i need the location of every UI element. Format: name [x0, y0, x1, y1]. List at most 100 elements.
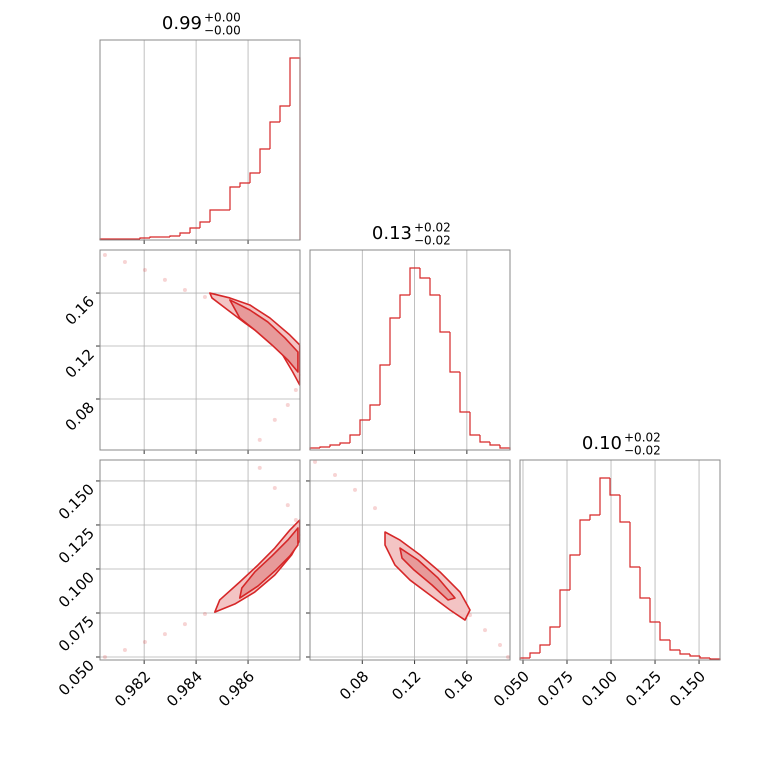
histogram-step — [639, 567, 650, 599]
panel-frame — [519, 459, 721, 661]
histogram-step — [329, 444, 340, 447]
x-tick-label: 0.150 — [666, 667, 709, 710]
histogram-step — [269, 121, 280, 149]
title-lower-error: −0.02 — [624, 444, 661, 458]
histogram-step — [539, 644, 550, 653]
histogram-step — [259, 148, 270, 173]
x-tick-label: 0.125 — [622, 667, 665, 710]
histogram-step — [379, 364, 390, 405]
histogram-step — [469, 412, 480, 436]
histogram-step — [169, 235, 180, 237]
title-upper-error: +0.02 — [414, 221, 451, 235]
histogram-step — [189, 227, 200, 233]
y-tick-label: 0.050 — [55, 656, 98, 699]
x-tick-label: 0.075 — [534, 667, 577, 710]
title-lower-error: −0.02 — [414, 234, 451, 248]
histogram-step — [649, 598, 660, 623]
x-tick-label: 0.050 — [490, 667, 533, 710]
panel-title: 0.13 — [372, 223, 412, 244]
histogram-step — [459, 372, 470, 413]
histogram-step — [499, 445, 511, 450]
sample-point — [272, 485, 277, 490]
sample-point — [257, 437, 262, 442]
x-tick-label: 0.08 — [336, 667, 372, 703]
x-tick-label: 0.16 — [441, 667, 477, 703]
sample-point — [483, 628, 488, 633]
y-tick-label: 0.08 — [62, 398, 98, 434]
contour — [399, 547, 456, 601]
sample-point — [122, 647, 127, 652]
y-tick-label: 0.125 — [55, 524, 98, 567]
histogram-step — [289, 57, 301, 240]
sample-point — [102, 655, 107, 660]
sample-point — [162, 277, 167, 282]
panel-frame — [99, 249, 301, 451]
sample-point — [272, 417, 277, 422]
histogram-step — [589, 514, 600, 520]
histogram-step — [389, 317, 400, 365]
histogram-step — [559, 589, 570, 627]
sample-point — [313, 459, 318, 464]
sample-point — [293, 388, 298, 392]
panel-frame — [309, 459, 511, 661]
x-tick-label: 0.12 — [388, 667, 424, 703]
sample-point — [333, 472, 338, 477]
histogram-step — [149, 236, 160, 238]
title-lower-error: −0.00 — [204, 24, 241, 38]
y-tick-label: 0.16 — [62, 292, 98, 328]
y-tick-label: 0.150 — [55, 480, 98, 523]
x-tick-label: 0.984 — [163, 667, 206, 710]
histogram-step — [279, 105, 290, 122]
histogram-step — [429, 278, 440, 296]
histogram-step — [369, 404, 380, 420]
histogram-step — [179, 232, 190, 236]
histogram-step — [359, 419, 370, 435]
sample-point — [506, 655, 511, 660]
sample-point — [102, 253, 107, 258]
sample-point — [468, 613, 472, 618]
panel-frame — [99, 459, 301, 661]
sample-point — [122, 260, 127, 265]
histogram-step — [319, 446, 330, 448]
histogram-step — [349, 434, 360, 443]
histogram-step — [569, 554, 580, 590]
sample-point — [498, 643, 502, 648]
sample-point — [202, 295, 207, 300]
x-tick-label: 0.982 — [111, 667, 154, 710]
sample-point — [285, 402, 290, 407]
histogram-step — [669, 640, 680, 651]
sample-point — [182, 288, 187, 292]
histogram-step — [239, 182, 250, 187]
x-tick-label: 0.986 — [215, 667, 258, 710]
contour — [238, 527, 299, 599]
contour — [229, 299, 299, 373]
histogram-step — [609, 478, 620, 496]
sample-point — [285, 503, 290, 508]
histogram-step — [579, 519, 590, 555]
histogram-step — [229, 186, 240, 210]
sample-point — [182, 622, 187, 627]
histogram-step — [399, 294, 410, 318]
histogram-step — [409, 267, 420, 295]
sample-point — [202, 612, 207, 617]
sample-point — [257, 465, 262, 470]
y-tick-label: 0.12 — [62, 345, 98, 381]
histogram-step — [529, 652, 540, 658]
histogram-step — [489, 442, 500, 446]
sample-point — [353, 487, 358, 492]
contour — [214, 519, 301, 613]
y-tick-label: 0.075 — [55, 612, 98, 655]
histogram-step — [199, 221, 210, 228]
histogram-step — [679, 650, 690, 655]
sample-point — [293, 518, 298, 523]
panel-title: 0.10 — [582, 433, 622, 454]
sample-point — [142, 640, 147, 645]
y-tick-label: 0.100 — [55, 568, 98, 611]
histogram-step — [549, 626, 560, 645]
histogram-step — [659, 622, 670, 641]
histogram-step — [689, 654, 700, 657]
sample-point — [142, 268, 147, 272]
title-upper-error: +0.02 — [624, 431, 661, 445]
histogram-step — [209, 209, 220, 222]
